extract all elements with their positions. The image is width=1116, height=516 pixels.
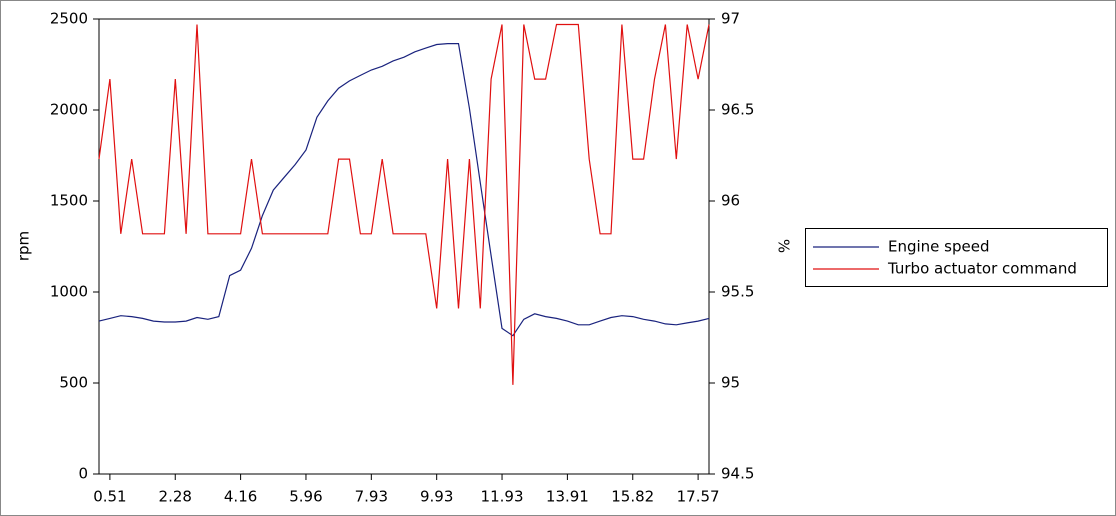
y2-tick-label: 94.5 [721, 465, 754, 483]
y2-tick-label: 95.5 [721, 283, 754, 301]
y2-tick-label: 96.5 [721, 101, 754, 119]
y-tick-label: 1500 [50, 192, 88, 210]
plot-area [98, 18, 710, 475]
x-tick-label: 5.96 [289, 488, 322, 506]
y-tick-label: 2000 [50, 101, 88, 119]
x-tick-label: 13.91 [546, 488, 589, 506]
y-tick-label: 0 [78, 465, 88, 483]
y2-axis-label: % [775, 239, 793, 253]
series-line [98, 42, 710, 337]
y2-tick-label: 97 [721, 10, 740, 28]
x-tick-label: 0.51 [93, 488, 126, 506]
y-tick-label: 2500 [50, 10, 88, 28]
x-tick-label: 7.93 [355, 488, 388, 506]
legend [805, 228, 1108, 287]
legend-label: Turbo actuator command [887, 260, 1077, 278]
x-tick-label: 2.28 [159, 488, 192, 506]
x-tick-label: 11.93 [481, 488, 524, 506]
x-tick-label: 4.16 [224, 488, 257, 506]
x-tick-label: 9.93 [420, 488, 453, 506]
legend-label: Engine speed [888, 238, 990, 256]
y-tick-label: 500 [59, 374, 88, 392]
series-line [98, 23, 710, 385]
x-tick-label: 15.82 [611, 488, 654, 506]
y2-tick-label: 96 [721, 192, 740, 210]
y-tick-label: 1000 [50, 283, 88, 301]
x-tick-label: 17.57 [677, 488, 720, 506]
y2-tick-label: 95 [721, 374, 740, 392]
y-axis-label: rpm [15, 231, 33, 261]
